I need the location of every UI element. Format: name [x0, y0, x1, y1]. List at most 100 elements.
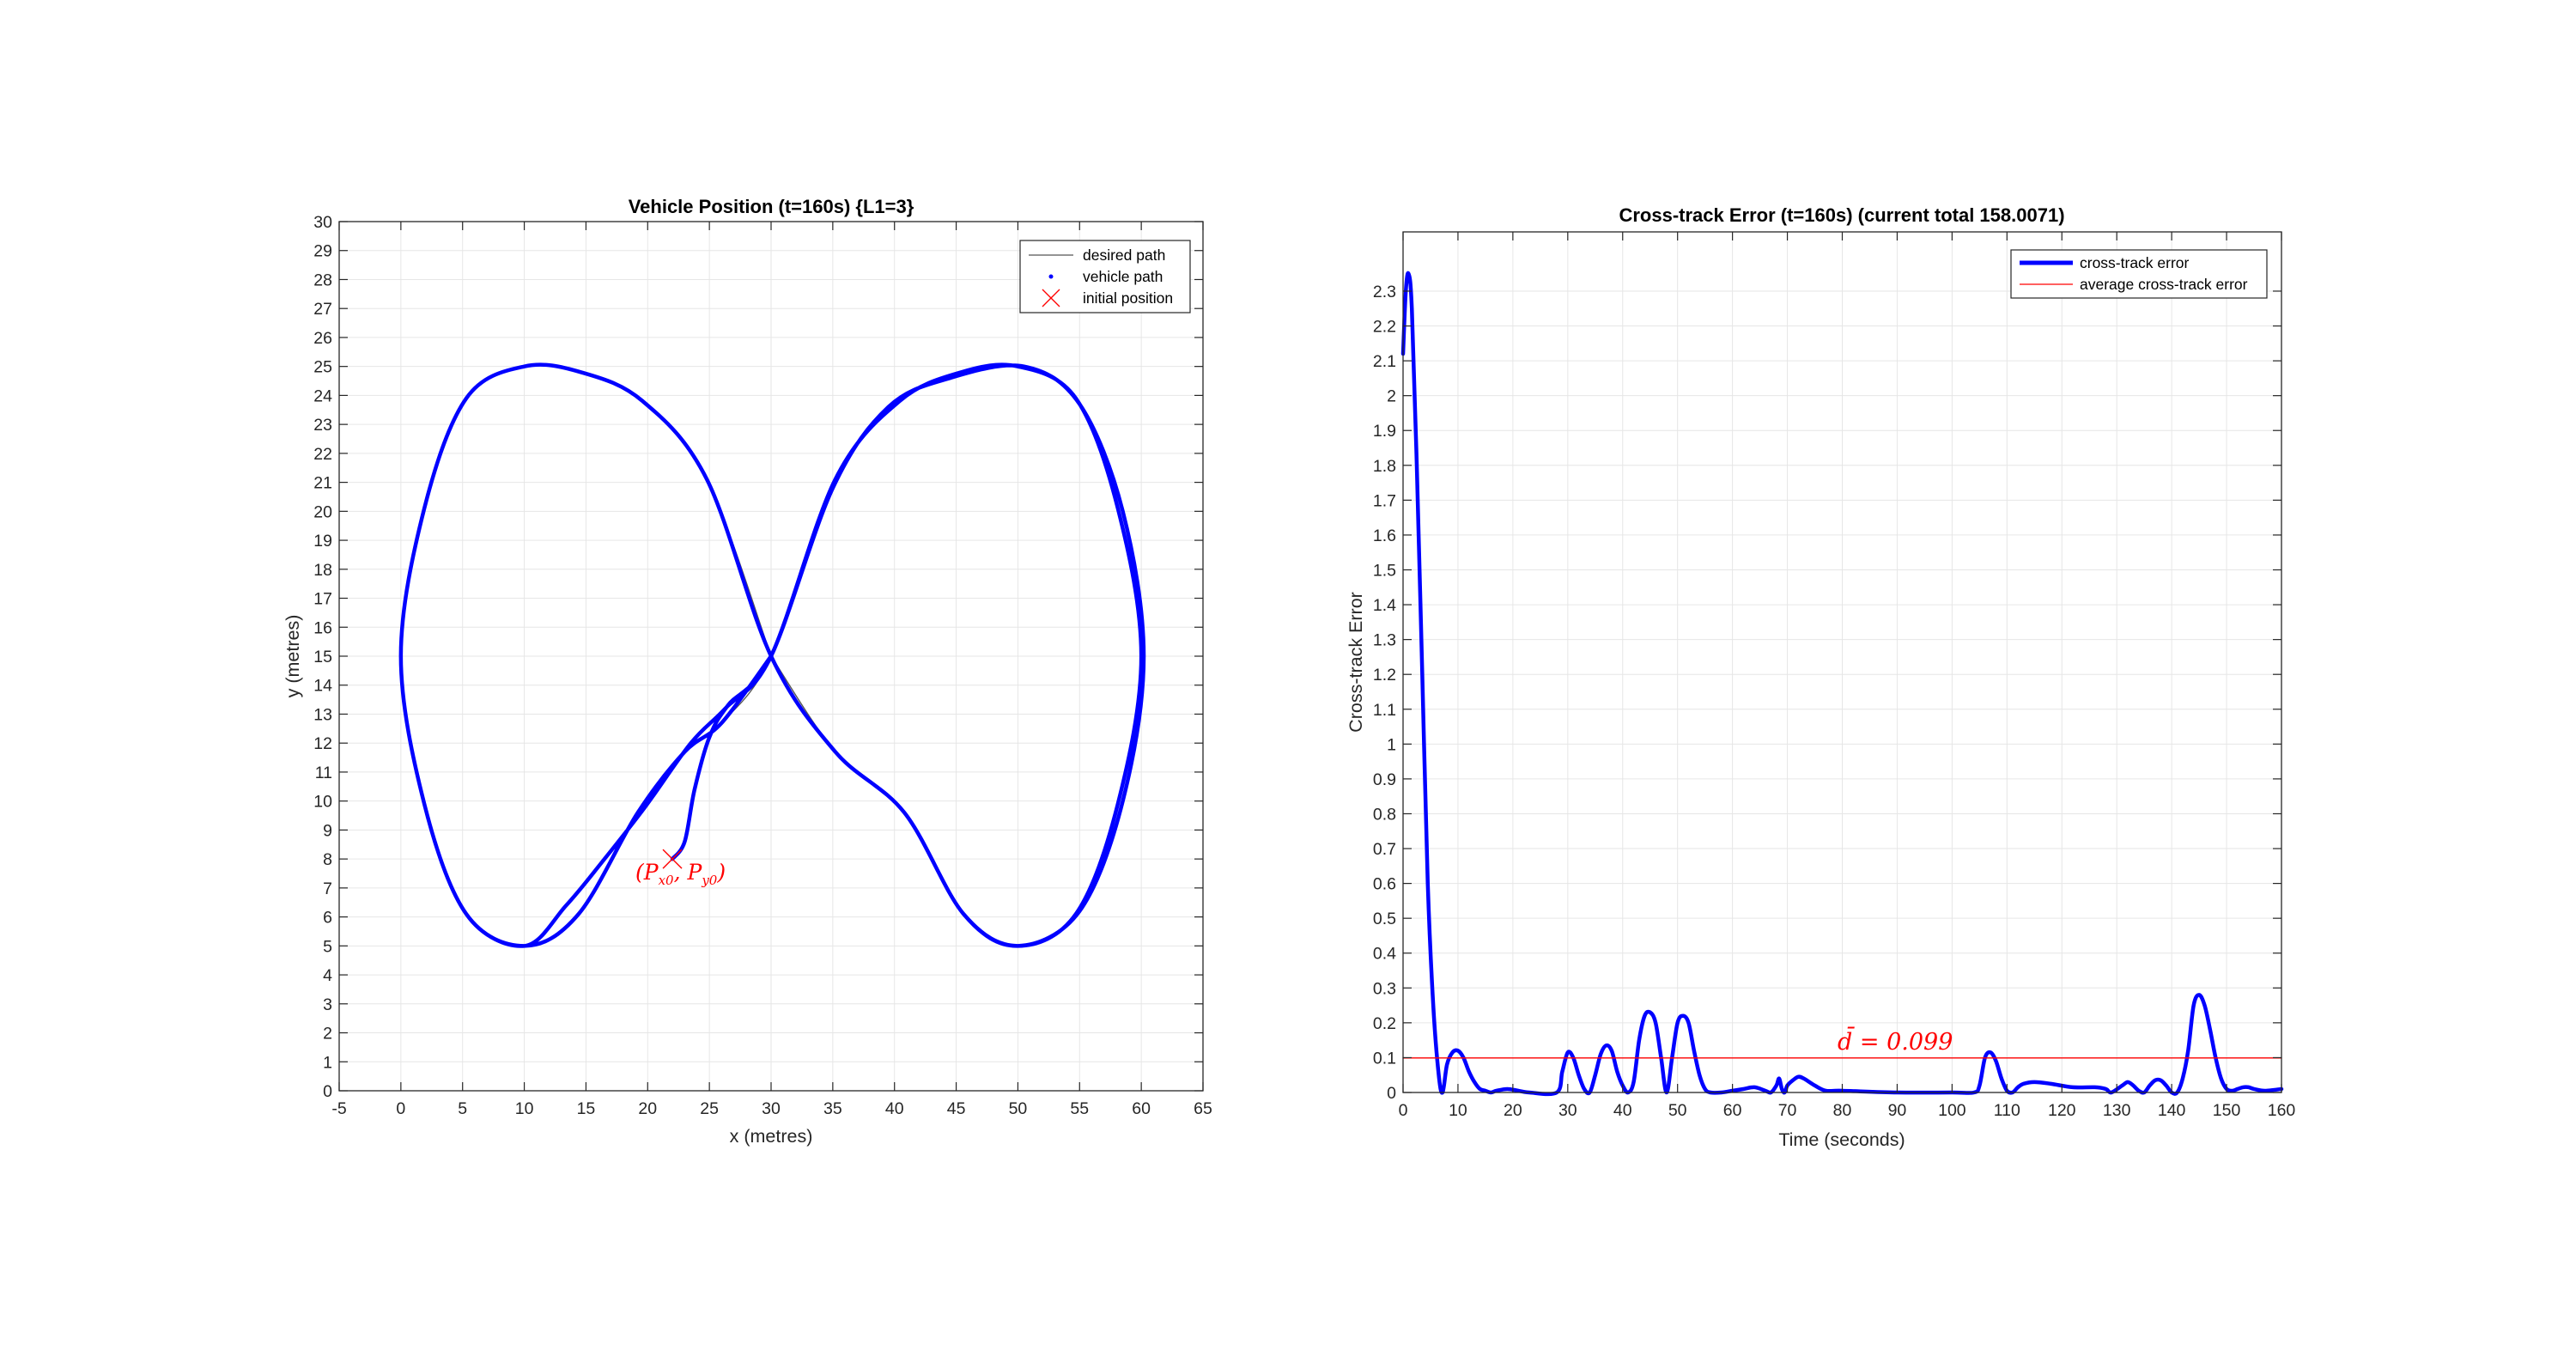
vehicle-position-y-tick-label: 16	[313, 618, 332, 637]
vehicle-position-y-tick-label: 26	[313, 329, 332, 348]
vehicle-position-y-tick-label: 27	[313, 300, 332, 319]
vehicle-path-line	[398, 362, 1146, 948]
cross-track-y-tick-label: 2	[1387, 387, 1396, 406]
cross-track-series	[1400, 271, 2284, 1097]
legend-vehicle-path-label: vehicle path	[1083, 268, 1163, 285]
vehicle-position-y-tick-label: 22	[313, 445, 332, 464]
vehicle-position-x-tick-label: 30	[762, 1099, 781, 1118]
vehicle-position-y-tick-label: 18	[313, 561, 332, 580]
cross-track-xlabel: Time (seconds)	[1778, 1129, 1905, 1150]
vehicle-position-series	[398, 362, 1146, 948]
cross-track-y-tick-label: 1.8	[1373, 457, 1396, 476]
vehicle-position-y-tick-label: 15	[313, 648, 332, 666]
vehicle-position-x-tick-label: 50	[1009, 1099, 1028, 1118]
legend-initial-position-swatch	[1042, 289, 1060, 307]
legend-cross-track-error-label: cross-track error	[2080, 254, 2190, 271]
cross-track-x-tick-label: 50	[1668, 1101, 1687, 1120]
cross-track-y-tick-label: 0.3	[1373, 979, 1396, 998]
vehicle-position-xlabel: x (metres)	[730, 1126, 813, 1147]
vehicle-position-legend: desired path vehicle path initial positi…	[1019, 240, 1191, 313]
vehicle-position-y-tick-label: 7	[323, 879, 332, 898]
cross-track-x-tick-label: 130	[2103, 1101, 2131, 1120]
cross-track-y-tick-label: 1.1	[1373, 701, 1396, 720]
vehicle-position-x-tick-label: 55	[1070, 1099, 1089, 1118]
vehicle-position-x-tick-label: 35	[823, 1099, 842, 1118]
cross-track-y-tick-label: 0.1	[1373, 1049, 1396, 1068]
vehicle-position-y-tick-label: 0	[323, 1082, 332, 1101]
cross-track-x-tick-label: 120	[2048, 1101, 2076, 1120]
cross-track-y-tick-label: 2.1	[1373, 352, 1396, 371]
vehicle-position-y-tick-label: 1	[323, 1053, 332, 1072]
vehicle-position-y-tick-label: 4	[323, 966, 332, 985]
vehicle-position-y-tick-label: 14	[313, 677, 332, 696]
cross-track-x-tick-label: 140	[2158, 1101, 2186, 1120]
vehicle-position-ylabel: y (metres)	[283, 615, 303, 698]
cross-track-y-tick-label: 1.3	[1373, 631, 1396, 650]
vehicle-position-y-tick-label: 25	[313, 358, 332, 377]
cross-track-x-tick-label: 90	[1888, 1101, 1907, 1120]
cross-track-x-tick-label: 40	[1613, 1101, 1632, 1120]
vehicle-position-grid	[338, 221, 1204, 1092]
vehicle-position-x-tick-label: 60	[1132, 1099, 1151, 1118]
vehicle-position-y-tick-label: 28	[313, 271, 332, 289]
cross-track-x-tick-label: 110	[1994, 1101, 2020, 1120]
cross-track-error-panel: 0 10 20 30 40 50 60 70 80 90 100 110 120 130 140 150 160…	[1346, 204, 2295, 1150]
legend-initial-position-label: initial position	[1083, 289, 1173, 307]
vehicle-position-x-tick-label: 25	[700, 1099, 719, 1118]
cross-track-x-tick-label: 20	[1504, 1101, 1522, 1120]
cross-track-y-tick-label: 0.2	[1373, 1014, 1396, 1033]
vehicle-position-y-tick-label: 12	[313, 734, 332, 753]
vehicle-position-y-tick-label: 8	[323, 850, 332, 869]
cross-track-ticks: 0 10 20 30 40 50 60 70 80 90 100 110 120 130 140 150 160…	[1373, 232, 2296, 1120]
cross-track-x-tick-label: 70	[1778, 1101, 1797, 1120]
cross-track-x-tick-label: 0	[1399, 1101, 1408, 1120]
vehicle-position-y-tick-label: 23	[313, 416, 332, 435]
cross-track-x-tick-label: 30	[1558, 1101, 1577, 1120]
vehicle-position-y-tick-label: 20	[313, 502, 332, 521]
vehicle-position-y-tick-label: 10	[313, 793, 332, 812]
cross-track-x-tick-label: 150	[2213, 1101, 2241, 1120]
cross-track-y-tick-label: 2.2	[1373, 318, 1396, 337]
cross-track-y-tick-label: 0.7	[1373, 840, 1396, 859]
cross-track-y-tick-label: 0.4	[1373, 945, 1396, 964]
cross-track-y-tick-label: 0	[1387, 1084, 1396, 1103]
cross-track-x-tick-label: 160	[2268, 1101, 2296, 1120]
cross-track-y-tick-label: 0.8	[1373, 805, 1396, 824]
vehicle-position-y-tick-label: 2	[323, 1025, 332, 1044]
average-error-annotation: d̄ = 0.099	[1838, 1025, 1953, 1056]
vehicle-position-y-tick-label: 11	[315, 764, 332, 782]
vehicle-position-x-tick-label: 40	[885, 1099, 904, 1118]
vehicle-position-x-tick-label: 45	[947, 1099, 966, 1118]
vehicle-position-y-tick-label: 21	[313, 474, 332, 493]
vehicle-position-y-tick-label: 5	[323, 937, 332, 956]
cross-track-ylabel: Cross-track Error	[1346, 592, 1366, 733]
vehicle-position-x-tick-label: 15	[577, 1099, 596, 1118]
cross-track-y-tick-label: 1.7	[1373, 491, 1396, 510]
vehicle-position-x-tick-label: -5	[331, 1099, 346, 1118]
vehicle-position-y-tick-label: 17	[313, 590, 332, 609]
vehicle-position-ticks: -5 0 5 10 15 20 25 30 35 40 45 50 55 60 65012345678910…	[313, 213, 1212, 1118]
vehicle-position-x-tick-label: 20	[638, 1099, 657, 1118]
vehicle-position-y-tick-label: 3	[323, 995, 332, 1014]
cross-track-legend: cross-track error average cross-track er…	[2010, 249, 2268, 299]
vehicle-position-y-tick-label: 9	[323, 821, 332, 840]
cross-track-y-tick-label: 0.5	[1373, 910, 1396, 928]
legend-desired-path-label: desired path	[1083, 246, 1165, 264]
vehicle-position-y-tick-label: 30	[313, 213, 332, 232]
cross-track-x-tick-label: 60	[1723, 1101, 1742, 1120]
legend-average-error-label: average cross-track error	[2080, 276, 2248, 293]
cross-track-y-tick-label: 1	[1387, 735, 1396, 754]
initial-position-annotation: (Px0, Py0)	[635, 860, 726, 888]
cross-track-y-tick-label: 0.6	[1373, 875, 1396, 894]
cross-track-title: Cross-track Error (t=160s) (current tota…	[1619, 204, 2064, 226]
vehicle-position-x-tick-label: 0	[396, 1099, 405, 1118]
legend-box	[2010, 249, 2268, 299]
vehicle-position-panel: -5 0 5 10 15 20 25 30 35 40 45 50 55 60 65012345678910…	[283, 196, 1212, 1147]
vehicle-position-x-tick-label: 5	[458, 1099, 467, 1118]
vehicle-position-y-tick-label: 13	[313, 705, 332, 724]
vehicle-position-x-tick-label: 10	[515, 1099, 534, 1118]
vehicle-position-y-tick-label: 6	[323, 909, 332, 928]
cross-track-x-tick-label: 80	[1833, 1101, 1852, 1120]
vehicle-position-title: Vehicle Position (t=160s) {L1=3}	[629, 196, 914, 217]
